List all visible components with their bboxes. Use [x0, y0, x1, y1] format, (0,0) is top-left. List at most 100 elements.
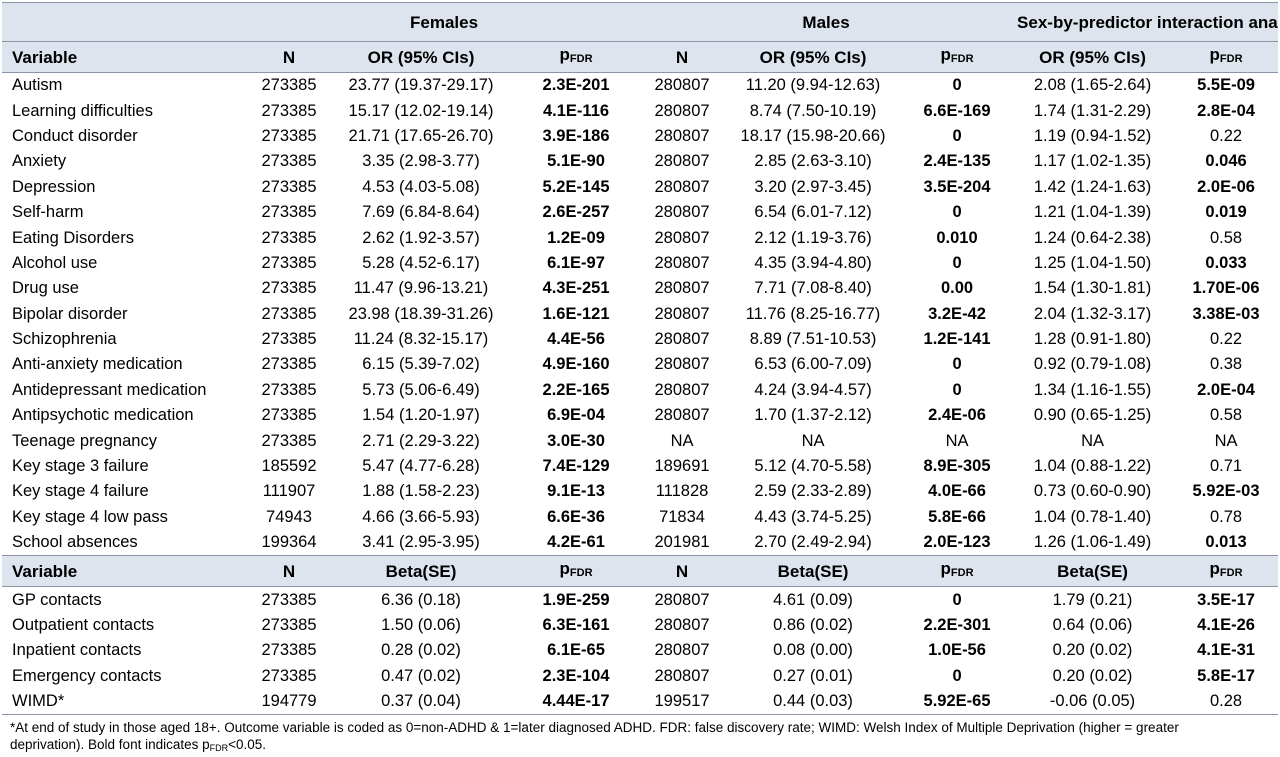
cell-n-males: 280807	[654, 203, 710, 222]
cell-n-males: 280807	[654, 666, 710, 685]
cell-n-males: 280807	[654, 641, 710, 660]
cell-p-males: 4.0E-66	[928, 482, 986, 501]
cell-n-males: 280807	[654, 330, 710, 349]
cell-p-males: 0	[952, 126, 962, 145]
cell-n-males: 280807	[654, 177, 710, 196]
cell-estimate-interaction: 1.24 (0.64-2.38)	[1033, 228, 1152, 247]
column-header-p-interaction: pFDR	[1174, 41, 1279, 73]
cell-n-females: 273385	[261, 126, 317, 145]
cell-estimate-females: 0.47 (0.02)	[381, 666, 461, 685]
table-row: Key stage 4 low pass 74943 4.66 (3.66-5.93…	[2, 505, 1278, 530]
cell-variable: Drug use	[12, 279, 79, 298]
cell-p-females: 2.3E-104	[542, 666, 610, 685]
cell-estimate-males: 11.20 (9.94-12.63)	[745, 76, 881, 95]
cell-p-interaction: 0.046	[1205, 152, 1247, 171]
cell-variable: Outpatient contacts	[12, 616, 155, 634]
cell-p-females: 6.1E-97	[547, 253, 605, 272]
cell-n-females: 273385	[261, 304, 317, 323]
cell-estimate-males: 2.85 (2.63-3.10)	[754, 152, 872, 171]
cell-n-females: 273385	[261, 641, 317, 660]
cell-p-interaction: 0.58	[1209, 228, 1243, 247]
cell-n-males: 280807	[654, 616, 710, 634]
group-males: Males	[641, 2, 1012, 42]
cell-p-interaction: 0.38	[1209, 355, 1243, 374]
cell-estimate-interaction: 0.92 (0.79-1.08)	[1033, 355, 1152, 374]
cell-estimate-females: 21.71 (17.65-26.70)	[348, 126, 494, 145]
cell-n-females: 273385	[261, 590, 317, 609]
cell-estimate-females: 3.41 (2.95-3.95)	[362, 533, 480, 552]
group-females: Females	[247, 2, 642, 42]
cell-variable: Inpatient contacts	[12, 641, 142, 660]
cell-n-females: 199364	[261, 533, 317, 552]
cell-p-females: 5.2E-145	[542, 177, 610, 196]
cell-estimate-interaction: 2.04 (1.32-3.17)	[1033, 304, 1152, 323]
cell-estimate-males: 2.70 (2.49-2.94)	[754, 533, 872, 552]
results-table: Females Males Sex-by-predictor interacti…	[2, 2, 1279, 716]
cell-p-females: 1.6E-121	[542, 304, 610, 323]
cell-n-females: 194779	[247, 688, 331, 716]
cell-p-males: 2.2E-301	[923, 616, 991, 634]
cell-p-females: 4.4E-56	[547, 330, 605, 349]
column-header-or-males: OR (95% CIs)	[723, 41, 904, 73]
cell-p-interaction: 0.78	[1209, 507, 1243, 526]
cell-p-males: 8.9E-305	[923, 457, 991, 476]
cell-variable: Self-harm	[12, 203, 84, 222]
cell-n-females: 111907	[262, 482, 316, 501]
table-row: WIMD* 194779 0.37 (0.04) 4.44E-17 199517 0.44…	[2, 688, 1279, 716]
cell-p-interaction: 5.92E-03	[1192, 482, 1260, 501]
cell-p-interaction: 0.033	[1205, 253, 1247, 272]
cell-estimate-females: 5.28 (4.52-6.17)	[362, 253, 480, 272]
cell-n-males: 280807	[654, 590, 710, 609]
cell-p-males: 0	[952, 203, 962, 222]
cell-p-females: 6.9E-04	[547, 406, 605, 425]
cell-variable: WIMD*	[2, 688, 247, 716]
cell-variable: Conduct disorder	[12, 126, 138, 145]
cell-estimate-interaction: 1.74 (1.31-2.29)	[1033, 101, 1152, 120]
table-row: Depression 273385 4.53 (4.03-5.08) 5.2E-145…	[2, 175, 1278, 200]
cell-n-males: 280807	[654, 380, 710, 399]
column-header-p-interaction-2: pFDR	[1174, 555, 1279, 588]
cell-estimate-males: 4.61 (0.09)	[773, 590, 853, 609]
table-row: Eating Disorders 273385 2.62 (1.92-3.57) 1.…	[2, 225, 1278, 250]
cell-n-males: 280807	[654, 355, 710, 374]
cell-p-males: 1.0E-56	[928, 641, 986, 660]
cell-estimate-males: 0.08 (0.00)	[773, 641, 853, 660]
cell-variable: GP contacts	[12, 590, 102, 609]
cell-variable: Key stage 4 low pass	[12, 507, 168, 526]
column-header-p-females-2: pFDR	[511, 555, 642, 588]
cell-n-females: 273385	[261, 380, 317, 399]
table-row: GP contacts 273385 6.36 (0.18) 1.9E-259 2808…	[2, 587, 1278, 613]
table-row: Learning difficulties 273385 15.17 (12.02-…	[2, 98, 1278, 123]
cell-estimate-females: 0.37 (0.04)	[331, 688, 511, 716]
cell-p-interaction: 2.0E-04	[1197, 380, 1255, 399]
table-row: Teenage pregnancy 273385 2.71 (2.29-3.22) 3…	[2, 428, 1278, 453]
cell-variable: Anti-anxiety medication	[12, 355, 183, 374]
cell-p-females: 3.9E-186	[542, 126, 610, 145]
cell-estimate-interaction: 0.64 (0.06)	[1052, 616, 1133, 634]
cell-p-males: 0.00	[940, 279, 974, 298]
cell-n-females: 185592	[261, 457, 317, 476]
cell-n-males: 280807	[654, 76, 710, 95]
cell-estimate-females: 0.28 (0.02)	[381, 641, 461, 660]
cell-estimate-males: 0.27 (0.01)	[773, 666, 853, 685]
cell-estimate-females: 23.77 (19.37-29.17)	[348, 76, 494, 95]
cell-estimate-females: 6.36 (0.18)	[381, 590, 461, 609]
column-header-p-males-2: pFDR	[903, 555, 1012, 588]
cell-p-interaction: 4.1E-26	[1197, 616, 1255, 634]
column-header-n-females-2: N	[247, 555, 331, 588]
cell-estimate-females: 7.69 (6.84-8.64)	[362, 203, 480, 222]
group-blank	[2, 2, 247, 42]
cell-estimate-males: 6.54 (6.01-7.12)	[754, 203, 872, 222]
table-row: Anti-anxiety medication 273385 6.15 (5.39-…	[2, 352, 1278, 377]
cell-variable: Eating Disorders	[12, 228, 134, 247]
cell-n-females: 273385	[261, 355, 317, 374]
cell-estimate-interaction: 1.19 (0.94-1.52)	[1033, 126, 1152, 145]
cell-n-females: 273385	[261, 253, 317, 272]
cell-estimate-females: 3.35 (2.98-3.77)	[362, 152, 480, 171]
cell-n-females: 273385	[261, 203, 317, 222]
table-row: Key stage 4 failure 111907 1.88 (1.58-2.23…	[2, 479, 1278, 504]
cell-estimate-males: 1.70 (1.37-2.12)	[754, 406, 872, 425]
cell-estimate-interaction: 1.04 (0.88-1.22)	[1033, 457, 1152, 476]
cell-variable: Bipolar disorder	[12, 304, 128, 323]
